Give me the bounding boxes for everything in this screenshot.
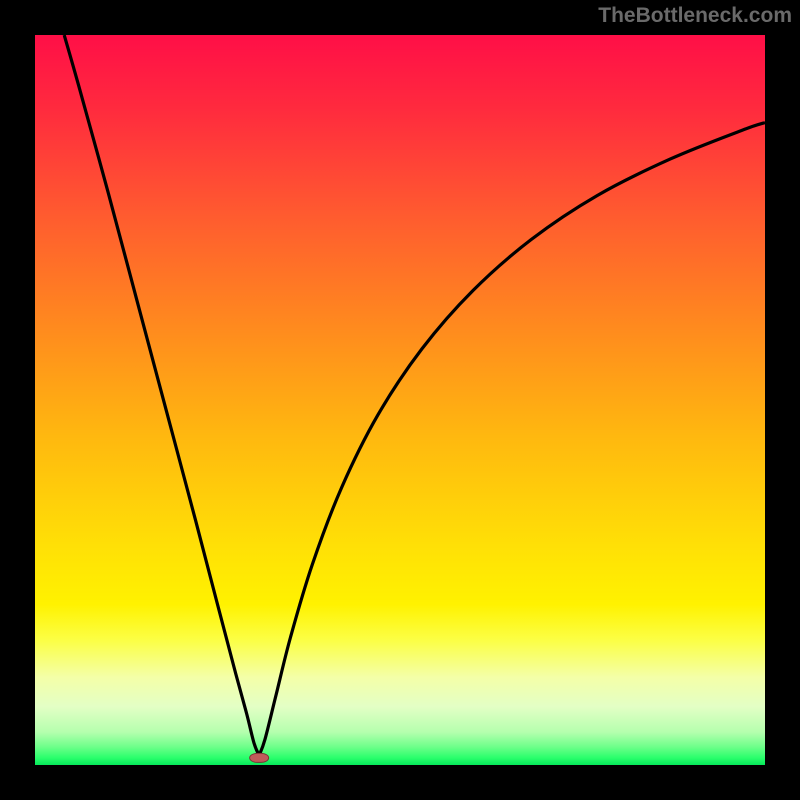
right-curve <box>259 123 765 756</box>
attribution-text: TheBottleneck.com <box>598 4 792 28</box>
curve-layer <box>35 35 765 765</box>
plot-area <box>35 35 765 765</box>
optimal-marker <box>249 753 269 763</box>
left-curve <box>64 35 259 756</box>
